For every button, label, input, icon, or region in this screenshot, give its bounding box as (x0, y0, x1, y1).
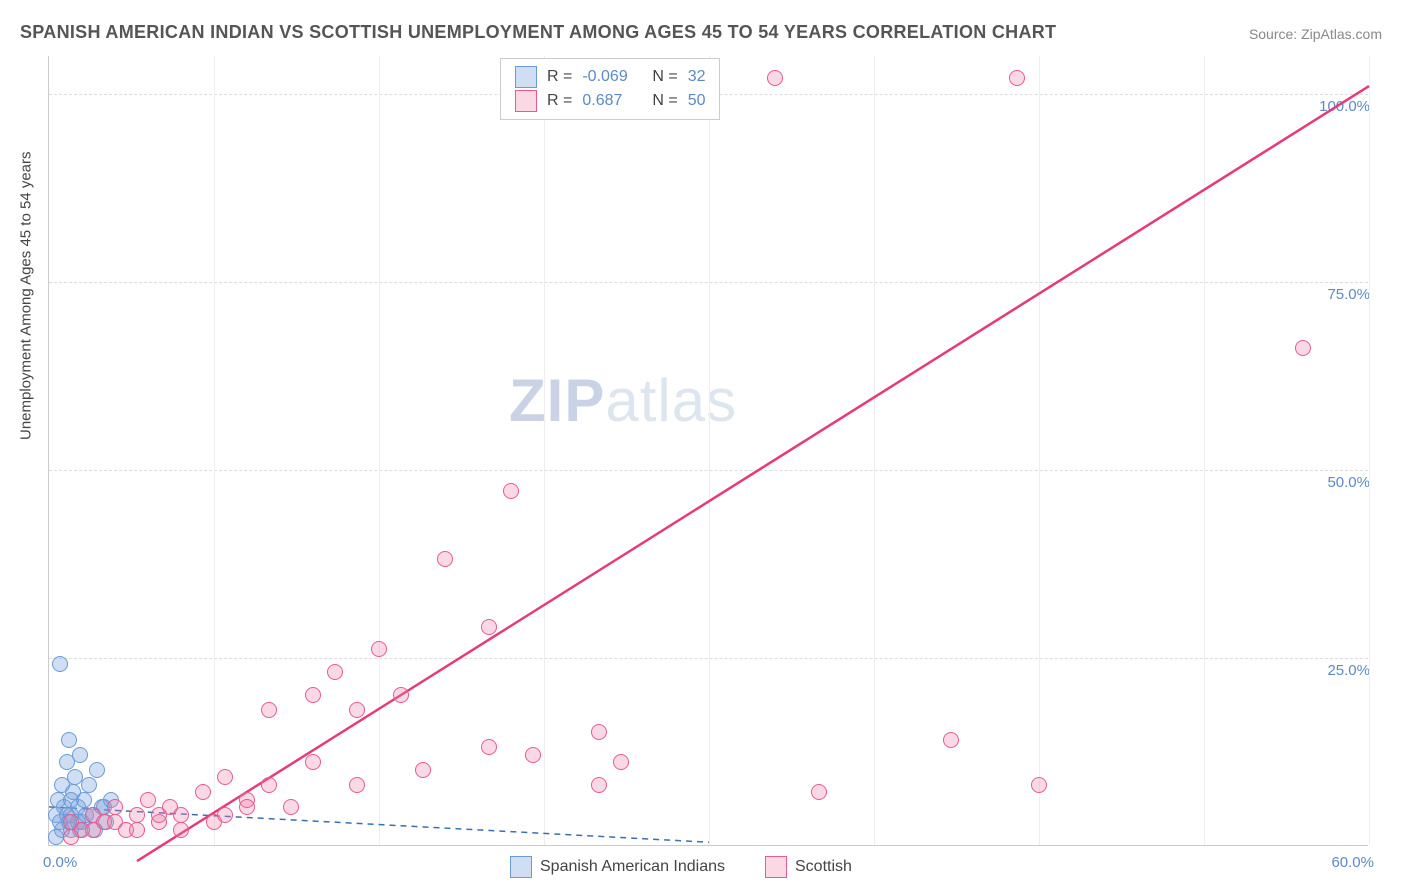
data-point (437, 551, 453, 567)
data-point (591, 777, 607, 793)
grid-line-v (214, 56, 215, 845)
legend-label-sai: Spanish American Indians (540, 858, 725, 876)
watermark-zip: ZIP (509, 367, 605, 434)
data-point (217, 769, 233, 785)
data-point (393, 687, 409, 703)
correlation-legend: R = -0.069 N = 32 R = 0.687 N = 50 (500, 58, 720, 120)
data-point (349, 702, 365, 718)
legend-item-sai: Spanish American Indians (510, 856, 725, 878)
legend-swatch-scottish (765, 856, 787, 878)
y-tick-label: 50.0% (1327, 474, 1370, 491)
data-point (327, 664, 343, 680)
data-point (140, 792, 156, 808)
legend-stat-swatch (515, 66, 537, 88)
y-axis-label: Unemployment Among Ages 45 to 54 years (18, 151, 35, 440)
r-prefix: R = (547, 65, 572, 89)
data-point (261, 702, 277, 718)
data-point (525, 747, 541, 763)
data-point (239, 799, 255, 815)
data-point (613, 754, 629, 770)
grid-line-v (874, 56, 875, 845)
n-value: 50 (688, 89, 706, 113)
trend-line-1 (137, 86, 1369, 861)
data-point (151, 807, 167, 823)
chart-title: SPANISH AMERICAN INDIAN VS SCOTTISH UNEM… (20, 22, 1056, 43)
r-value: 0.687 (582, 89, 642, 113)
legend-stat-row: R = 0.687 N = 50 (515, 89, 705, 113)
data-point (48, 829, 64, 845)
data-point (1031, 777, 1047, 793)
r-value: -0.069 (582, 65, 642, 89)
legend-stat-swatch (515, 90, 537, 112)
data-point (85, 822, 101, 838)
grid-line-v (1039, 56, 1040, 845)
data-point (481, 739, 497, 755)
x-start-label: 0.0% (43, 854, 77, 871)
data-point (173, 822, 189, 838)
data-point (217, 807, 233, 823)
grid-line-v (1369, 56, 1370, 845)
series-legend: Spanish American Indians Scottish (510, 856, 852, 878)
data-point (195, 784, 211, 800)
y-tick-label: 25.0% (1327, 662, 1370, 679)
grid-line-v (1204, 56, 1205, 845)
data-point (811, 784, 827, 800)
data-point (261, 777, 277, 793)
legend-label-scottish: Scottish (795, 858, 852, 876)
grid-line-v (709, 56, 710, 845)
data-point (305, 687, 321, 703)
data-point (129, 807, 145, 823)
watermark-atlas: atlas (605, 367, 737, 434)
x-end-label: 60.0% (1331, 854, 1374, 871)
legend-item-scottish: Scottish (765, 856, 852, 878)
n-prefix: N = (652, 89, 677, 113)
data-point (767, 70, 783, 86)
y-tick-label: 75.0% (1327, 286, 1370, 303)
data-point (305, 754, 321, 770)
data-point (61, 732, 77, 748)
data-point (943, 732, 959, 748)
data-point (63, 792, 79, 808)
legend-stat-row: R = -0.069 N = 32 (515, 65, 705, 89)
data-point (129, 822, 145, 838)
data-point (107, 814, 123, 830)
chart-source: Source: ZipAtlas.com (1249, 26, 1382, 42)
r-prefix: R = (547, 89, 572, 113)
data-point (52, 656, 68, 672)
data-point (415, 762, 431, 778)
grid-line-v (544, 56, 545, 845)
data-point (1009, 70, 1025, 86)
n-prefix: N = (652, 65, 677, 89)
grid-line-v (379, 56, 380, 845)
data-point (1295, 340, 1311, 356)
data-point (591, 724, 607, 740)
data-point (81, 777, 97, 793)
legend-swatch-sai (510, 856, 532, 878)
data-point (89, 762, 105, 778)
data-point (481, 619, 497, 635)
data-point (173, 807, 189, 823)
chart-plot-area: ZIPatlas 25.0%50.0%75.0%100.0%0.0%60.0% (48, 56, 1368, 846)
data-point (503, 483, 519, 499)
data-point (63, 829, 79, 845)
data-point (107, 799, 123, 815)
y-tick-label: 100.0% (1319, 98, 1370, 115)
data-point (283, 799, 299, 815)
n-value: 32 (688, 65, 706, 89)
data-point (349, 777, 365, 793)
data-point (371, 641, 387, 657)
data-point (72, 747, 88, 763)
